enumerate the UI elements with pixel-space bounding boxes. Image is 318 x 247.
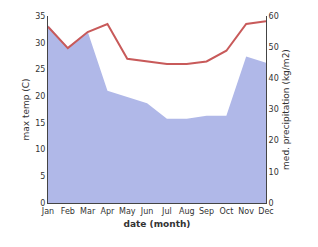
svg-text:Sep: Sep [199, 207, 214, 216]
svg-text:Jan: Jan [41, 207, 54, 216]
svg-text:10: 10 [269, 168, 279, 177]
svg-text:Mar: Mar [80, 207, 96, 216]
svg-text:Jul: Jul [161, 207, 172, 216]
svg-text:30: 30 [269, 105, 279, 114]
svg-text:Oct: Oct [219, 207, 233, 216]
svg-text:date (month): date (month) [124, 219, 191, 229]
svg-text:Apr: Apr [101, 207, 116, 216]
svg-text:Feb: Feb [61, 207, 75, 216]
svg-text:Nov: Nov [238, 207, 254, 216]
svg-text:20: 20 [35, 92, 45, 101]
svg-text:15: 15 [35, 119, 45, 128]
svg-text:25: 25 [35, 65, 45, 74]
svg-text:5: 5 [40, 172, 45, 181]
svg-text:60: 60 [269, 12, 279, 21]
svg-text:30: 30 [35, 39, 45, 48]
svg-text:0: 0 [269, 199, 274, 208]
svg-text:med. precipitation (kg/m2): med. precipitation (kg/m2) [281, 49, 291, 170]
svg-text:40: 40 [269, 74, 279, 83]
svg-text:0: 0 [40, 199, 45, 208]
svg-text:20: 20 [269, 136, 279, 145]
svg-text:Aug: Aug [179, 207, 195, 216]
svg-text:Jun: Jun [140, 207, 154, 216]
svg-text:35: 35 [35, 12, 45, 21]
svg-text:max temp (C): max temp (C) [21, 78, 31, 140]
svg-text:Dec: Dec [258, 207, 273, 216]
svg-text:May: May [119, 207, 136, 216]
svg-text:10: 10 [35, 145, 45, 154]
svg-text:50: 50 [269, 43, 279, 52]
